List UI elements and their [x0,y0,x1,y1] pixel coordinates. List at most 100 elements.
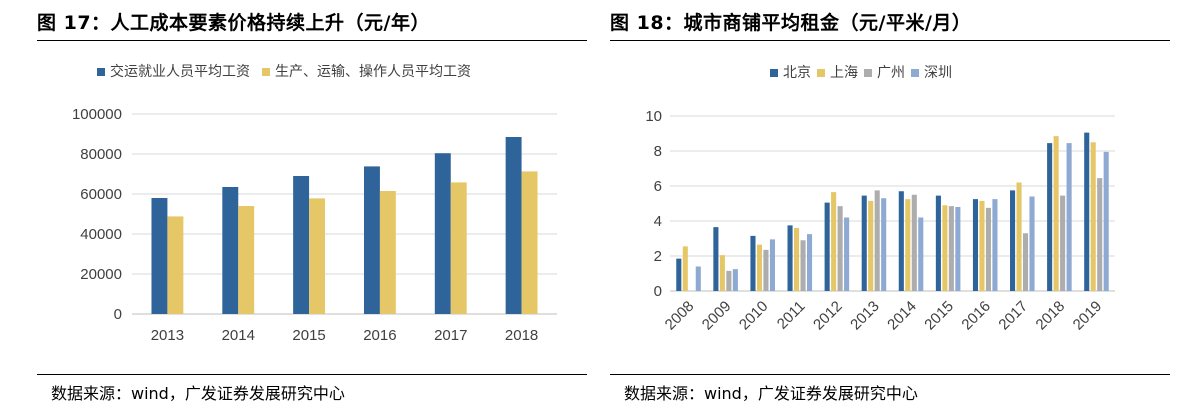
x-tick-label: 2014 [884,298,920,334]
bar [800,240,806,291]
legend-swatch [817,69,825,77]
bar [985,207,991,291]
bar [794,228,800,291]
bar [918,217,924,291]
figure-title: 图 17：人工成本要素价格持续上升（元/年） [37,12,430,34]
bar [682,246,688,291]
legend-label: 生产、运输、操作人员平均工资 [275,64,471,80]
y-tick-label: 40000 [80,226,122,243]
title-rule [610,40,1170,41]
bar [992,199,998,291]
x-tick-label: 2017 [995,298,1031,334]
x-tick-label: 2015 [292,327,325,344]
bar [238,206,255,314]
y-tick-label: 6 [654,178,662,195]
wage-bar-chart: 0 20000 40000 60000 80000 100000 2013 2014 2015 2… [72,63,557,344]
bar [955,207,961,291]
bar [695,266,701,291]
bar [881,198,887,291]
x-tick-label: 2019 [1070,298,1106,334]
source-rule [37,374,587,375]
bar [1066,143,1072,291]
bar [935,195,941,291]
bar [948,206,954,291]
legend-swatch [911,69,919,77]
legend-swatch [262,68,270,76]
x-tick-label: 2013 [847,298,883,334]
legend-swatch [97,68,105,76]
legend-label: 北京 [783,65,811,81]
legend-label: 深圳 [924,65,952,81]
bar [979,200,985,291]
bar [1029,196,1035,291]
x-tick-label: 2018 [505,327,538,344]
x-tick-label: 2016 [958,298,994,334]
y-tick-label: 8 [654,143,662,160]
bar [1103,151,1109,291]
bar [769,239,775,291]
source-note: 数据来源：wind，广发证券发展研究中心 [51,384,345,403]
y-tick-label: 2 [654,248,662,265]
x-tick-label: 2017 [434,327,467,344]
bar [763,249,769,291]
bar [1053,136,1059,291]
bar [434,153,451,314]
bar [787,225,793,291]
bar [167,216,184,314]
bar [719,255,725,291]
bar [750,235,756,291]
bar [874,190,880,291]
bar [905,199,911,291]
bar [1047,143,1053,291]
bar [726,270,732,291]
bar [379,191,396,314]
bar [911,194,917,291]
legend-label: 交运就业人员平均工资 [110,63,250,80]
y-tick-label: 80000 [80,146,122,163]
y-tick-label: 60000 [80,186,122,203]
x-tick-label: 2015 [921,298,957,334]
source-rule [610,374,1170,375]
bar [1016,182,1022,291]
bar [1097,178,1103,291]
bar [450,182,467,314]
y-tick-label: 100000 [72,106,122,123]
bar [363,166,380,314]
bar [732,269,738,291]
legend-label: 广州 [877,65,905,81]
x-tick-label: 2012 [810,298,846,334]
bar [1084,132,1090,291]
y-tick-label: 20000 [80,266,122,283]
bar [868,200,874,291]
bar [1090,142,1096,291]
bar [972,199,979,291]
bar [309,198,326,314]
bar [806,234,813,291]
x-tick-label: 2013 [151,327,184,344]
bar [676,258,682,291]
title-rule [37,40,587,41]
x-tick-label: 2014 [222,327,255,344]
x-tick-label: 2009 [699,298,735,334]
bar [861,195,867,291]
legend-swatch [864,69,872,77]
figure-title: 图 18：城市商铺平均租金（元/平米/月） [610,12,972,34]
x-tick-label: 2011 [774,298,809,333]
x-tick-label: 2016 [363,327,396,344]
figure-18: 图 18：城市商铺平均租金（元/平米/月） 0 2 4 6 8 10 2008 2009 201… [610,0,1170,416]
figure-17: 图 17：人工成本要素价格持续上升（元/年） 0 20000 40000 60000 8… [37,0,587,416]
x-tick-label: 2018 [1033,298,1069,334]
bar [824,202,830,291]
y-tick-label: 4 [654,213,662,230]
x-tick-label: 2010 [736,298,772,334]
bar [521,171,538,314]
y-tick-label: 0 [654,283,662,300]
bar [844,217,850,291]
source-note: 数据来源：wind，广发证券发展研究中心 [624,384,918,403]
bar [1060,195,1066,291]
bar [942,205,948,291]
legend-swatch [770,69,778,77]
bar [713,227,719,291]
bar [293,176,310,314]
